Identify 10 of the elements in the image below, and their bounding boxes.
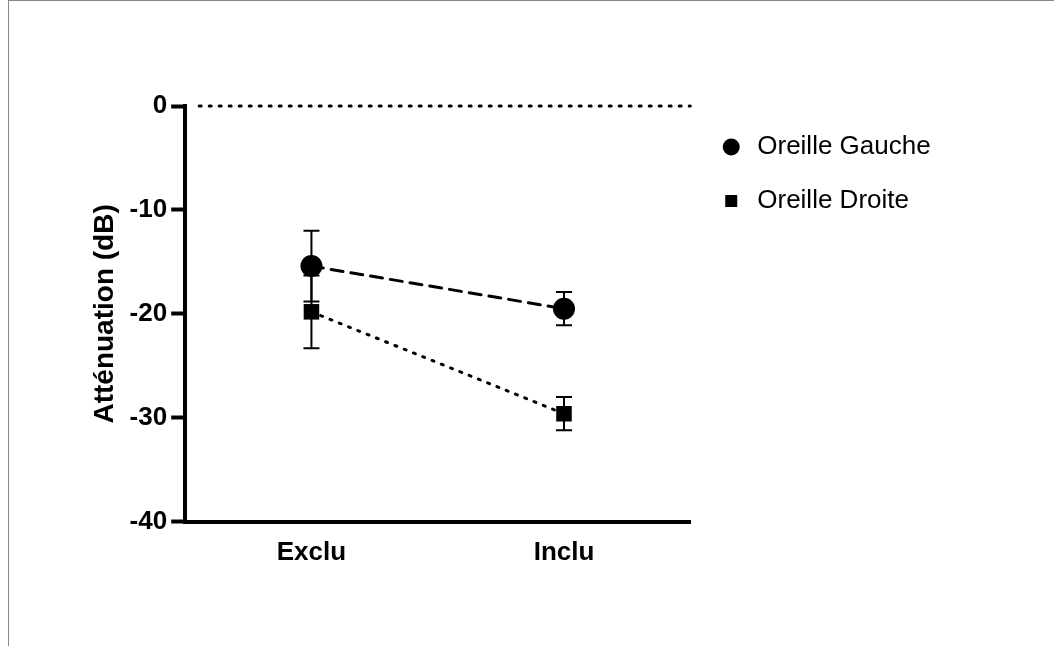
y-tick-label: 0 xyxy=(152,89,168,120)
y-tick-label: -10 xyxy=(129,193,168,224)
y-tick-label: -30 xyxy=(129,401,168,432)
y-axis-title: Atténuation (dB) xyxy=(87,204,119,424)
legend-label: Oreille Gauche xyxy=(757,130,931,161)
y-tick-label: -20 xyxy=(129,297,168,328)
legend-label: Oreille Droite xyxy=(757,184,909,215)
y-tick-label: -40 xyxy=(129,504,168,535)
x-tick-label: Exclu xyxy=(276,535,347,566)
x-tick-label: Inclu xyxy=(533,535,595,566)
